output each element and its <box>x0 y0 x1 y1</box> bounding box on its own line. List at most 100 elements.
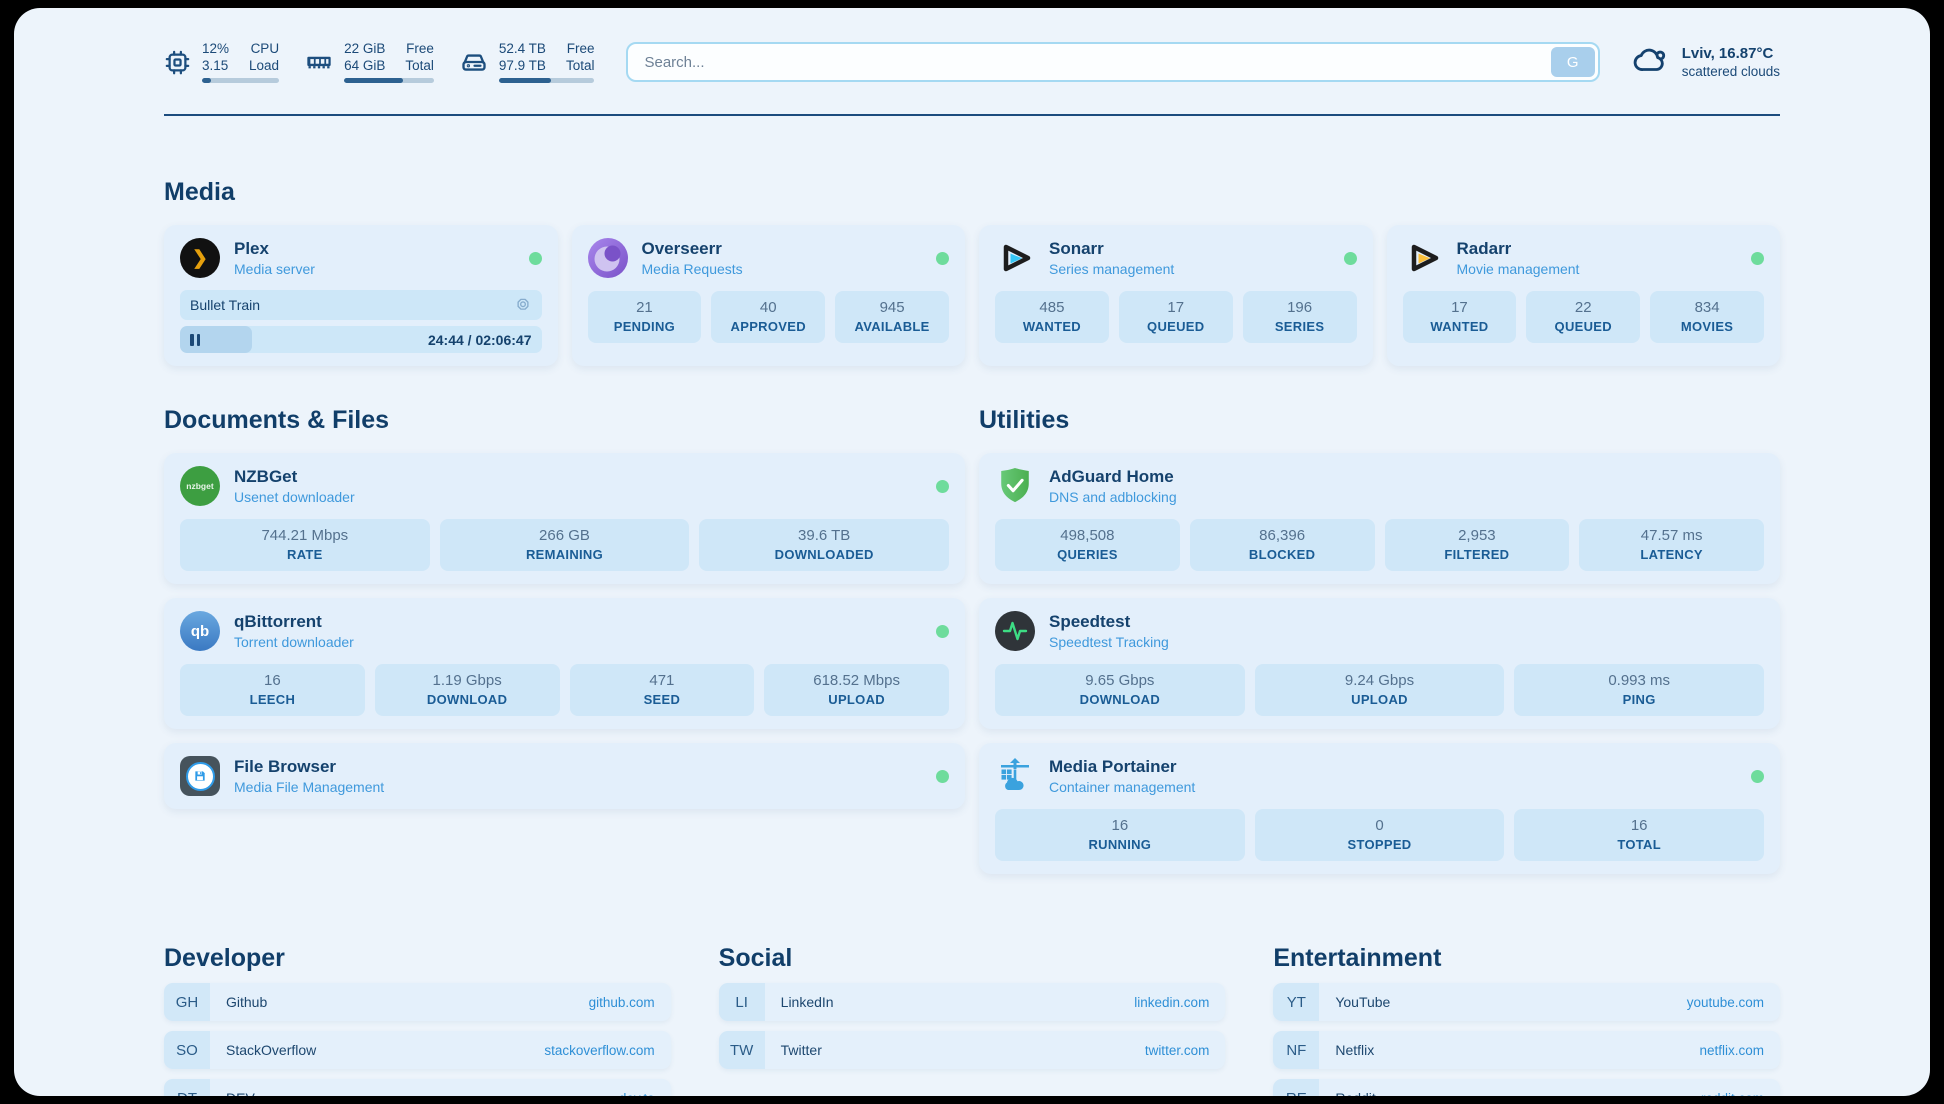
app-subtitle: Container management <box>1049 779 1196 795</box>
playback-time: 24:44 / 02:06:47 <box>427 331 532 348</box>
app-subtitle: Movie management <box>1456 261 1580 277</box>
bookmark-reddit[interactable]: RE Reddit reddit.com <box>1273 1079 1780 1096</box>
bookmark-url: reddit.com <box>1701 1091 1764 1097</box>
status-dot <box>1751 251 1764 265</box>
utilities-section-title: Utilities <box>979 406 1070 434</box>
bookmark-youtube[interactable]: YT YouTube youtube.com <box>1273 983 1780 1021</box>
app-subtitle: Torrent downloader <box>234 634 354 650</box>
bookmark-name: Twitter <box>780 1042 822 1058</box>
top-bar: 12% 3.15 CPU Load <box>164 36 1780 88</box>
stat-box: 86,396 BLOCKED <box>1189 519 1375 571</box>
stat-box: 2,953 FILTERED <box>1384 519 1570 571</box>
stat-box: 0.993 ms PING <box>1514 664 1764 716</box>
stat-box: 0 STOPPED <box>1254 809 1505 861</box>
radarr-icon <box>1403 238 1443 278</box>
app-subtitle: Speedtest Tracking <box>1049 634 1169 650</box>
stat-box: 834 MOVIES <box>1650 291 1764 343</box>
sonarr-icon <box>995 238 1035 278</box>
ram-total-value: 64 GiB <box>344 57 386 73</box>
disk-free-value: 52.4 TB <box>498 40 546 56</box>
status-dot <box>936 251 949 265</box>
disk-total-value: 97.9 TB <box>498 57 546 73</box>
entertainment-section: Entertainment YT YouTube youtube.com NF … <box>1273 944 1780 1096</box>
disk-total-label: Total <box>565 57 595 73</box>
stat-box: 9.65 Gbps DOWNLOAD <box>995 664 1245 716</box>
adguard-card[interactable]: AdGuard Home DNS and adblocking 498,508 … <box>979 453 1780 584</box>
bookmark-url: stackoverflow.com <box>544 1042 655 1058</box>
bookmark-netflix[interactable]: NF Netflix netflix.com <box>1273 1031 1780 1069</box>
bookmark-abbr: NF <box>1273 1031 1320 1069</box>
overseerr-card[interactable]: Overseerr Media Requests 21 PENDING 40 A… <box>571 225 965 366</box>
status-dot <box>936 769 949 783</box>
speedtest-icon <box>995 611 1035 651</box>
bookmark-url: netflix.com <box>1699 1042 1764 1058</box>
stat-box: 618.52 Mbps UPLOAD <box>764 664 949 716</box>
cpu-load-label: Load <box>249 57 280 73</box>
plex-icon: ❯ <box>180 238 220 278</box>
bookmark-url: dev.to <box>619 1091 655 1097</box>
cpu-stat: 12% 3.15 CPU Load <box>164 40 280 84</box>
weather-condition: scattered clouds <box>1681 64 1780 79</box>
app-subtitle: Media server <box>234 261 315 277</box>
sonarr-card[interactable]: Sonarr Series management 485 WANTED 17 Q… <box>979 225 1373 366</box>
bookmark-name: LinkedIn <box>780 994 834 1010</box>
app-subtitle: Usenet downloader <box>234 489 355 505</box>
cpu-usage-value: 12% <box>202 40 230 56</box>
developer-section: Developer GH Github github.com SO StackO… <box>164 944 671 1096</box>
stat-box: 498,508 QUERIES <box>995 519 1180 571</box>
search-engine-button[interactable]: G <box>1550 47 1595 77</box>
utilities-section: Utilities AdGuard <box>979 406 1780 888</box>
bookmark-abbr: YT <box>1273 983 1320 1021</box>
app-subtitle: Series management <box>1049 261 1175 277</box>
pause-icon[interactable] <box>190 333 200 346</box>
app-name: File Browser <box>234 757 337 776</box>
bookmark-name: Reddit <box>1335 1090 1375 1096</box>
stat-box: 40 APPROVED <box>711 291 826 343</box>
bookmark-abbr: SO <box>164 1031 210 1069</box>
stat-box: 16 RUNNING <box>995 809 1245 861</box>
ram-progress-bar <box>344 78 434 84</box>
bookmark-url: twitter.com <box>1144 1042 1210 1058</box>
bookmark-linkedin[interactable]: LI LinkedIn linkedin.com <box>718 983 1226 1021</box>
stat-box: 945 AVAILABLE <box>835 291 949 343</box>
stat-box: 1.19 Gbps DOWNLOAD <box>374 664 560 716</box>
bookmark-abbr: LI <box>718 983 765 1021</box>
radarr-card[interactable]: Radarr Movie management 17 WANTED 22 QUE… <box>1386 225 1780 366</box>
bookmark-name: Github <box>226 994 268 1010</box>
documents-section: Documents & Files nzbget NZBGet Usenet d… <box>164 406 965 823</box>
bookmark-abbr: TW <box>718 1031 765 1069</box>
status-dot <box>936 624 949 638</box>
status-dot <box>1343 251 1357 265</box>
ram-stat: 22 GiB 64 GiB Free Total <box>305 41 434 84</box>
now-playing-title: Bullet Train <box>190 297 261 313</box>
stat-box: 21 PENDING <box>587 291 702 343</box>
app-name: Sonarr <box>1049 239 1104 258</box>
playback-progress-bar[interactable]: 24:44 / 02:06:47 <box>180 326 542 353</box>
disk-stat: 52.4 TB 97.9 TB Free Total <box>460 41 595 84</box>
gear-icon[interactable] <box>514 296 532 314</box>
weather-widget: Lviv, 16.87°C scattered clouds <box>1632 41 1780 84</box>
stat-box: 16 TOTAL <box>1514 809 1764 861</box>
app-subtitle: Media File Management <box>234 779 385 795</box>
system-stats: 12% 3.15 CPU Load <box>164 40 595 84</box>
qbittorrent-card[interactable]: qb qBittorrent Torrent downloader 16 LEE… <box>164 598 965 729</box>
app-name: NZBGet <box>234 467 298 486</box>
filebrowser-card[interactable]: File Browser Media File Management <box>164 743 965 809</box>
search-input[interactable] <box>626 42 1600 82</box>
speedtest-card[interactable]: Speedtest Speedtest Tracking 9.65 Gbps D… <box>979 598 1780 729</box>
app-name: Overseerr <box>641 239 722 258</box>
bookmark-stackoverflow[interactable]: SO StackOverflow stackoverflow.com <box>164 1031 671 1069</box>
stat-box: 17 QUEUED <box>1118 291 1233 343</box>
bookmark-github[interactable]: GH Github github.com <box>164 983 671 1021</box>
header-divider <box>164 114 1780 116</box>
bookmark-dev[interactable]: DT DEV dev.to <box>164 1079 671 1096</box>
plex-card[interactable]: ❯ Plex Media server Bullet Train <box>164 225 558 366</box>
bookmark-url: github.com <box>588 994 655 1010</box>
bookmark-name: Netflix <box>1335 1042 1375 1058</box>
nzbget-card[interactable]: nzbget NZBGet Usenet downloader 744.21 M… <box>164 453 965 584</box>
bookmark-twitter[interactable]: TW Twitter twitter.com <box>718 1031 1226 1069</box>
cpu-label: CPU <box>250 40 280 56</box>
portainer-card[interactable]: Media Portainer Container management 16 … <box>979 743 1780 874</box>
bookmark-abbr: RE <box>1273 1079 1320 1096</box>
app-name: qBittorrent <box>234 612 322 631</box>
